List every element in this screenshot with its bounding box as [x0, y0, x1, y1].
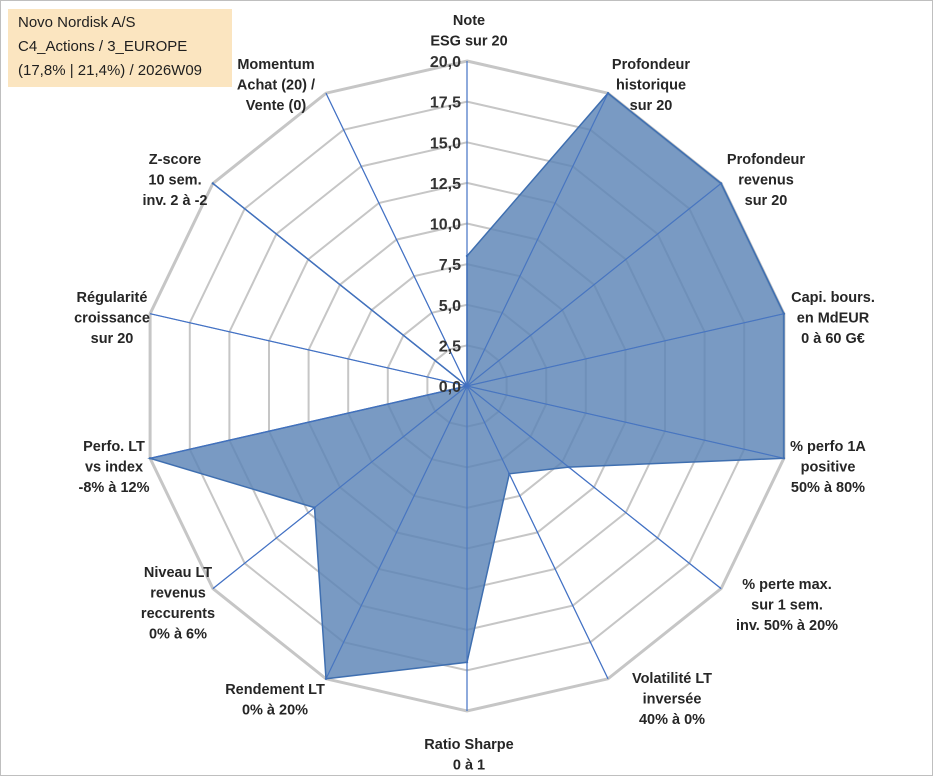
radial-tick-labels: 0,0 2,5 5,0 7,5 10,0 12,5 15,0 17,5 20,0 — [430, 54, 461, 396]
axis-label-line: Volatilité LT — [632, 671, 712, 687]
axis-spoke-overlay — [466, 385, 609, 680]
axis-label-line: historique — [616, 78, 686, 94]
axis-label-line: 0 à 60 G€ — [801, 331, 865, 347]
axis-label-line: 0 à 1 — [453, 758, 485, 774]
tick-label: 20,0 — [430, 54, 461, 71]
series-area — [147, 61, 786, 711]
axis-label: Ratio Sharpe 0 à 1 — [424, 737, 513, 774]
axis-spoke-overlay — [212, 385, 468, 589]
tick-label: 12,5 — [430, 176, 461, 193]
axis-label-line: % perfo 1A — [790, 439, 866, 455]
axis-spoke-overlay — [466, 385, 785, 459]
axis-label-line: Achat (20) / — [237, 78, 315, 94]
axis-label: Volatilité LT inversée 40% à 0% — [632, 671, 712, 728]
axis-spoke-overlay — [212, 183, 468, 387]
axis-spoke-overlay — [149, 313, 468, 387]
axis-label-line: 0% à 6% — [149, 627, 207, 643]
axis-label-line: ESG sur 20 — [430, 34, 507, 50]
axis-label: Rendement LT 0% à 20% — [225, 682, 325, 719]
tick-label: 0,0 — [439, 379, 461, 396]
axis-label-line: -8% à 12% — [79, 480, 150, 496]
axis-label: % perfo 1A positive 50% à 80% — [790, 439, 866, 496]
tick-label: 17,5 — [430, 95, 461, 112]
axis-label-line: en MdEUR — [797, 311, 870, 327]
axis-label-line: 0% à 20% — [242, 703, 308, 719]
axis-label: Profondeur historique sur 20 — [612, 57, 690, 114]
axis-label: Régularité croissance sur 20 — [74, 290, 150, 347]
axis-spoke-overlay — [149, 385, 468, 459]
axis-label-line: Ratio Sharpe — [424, 737, 513, 753]
axis-label-line: sur 20 — [745, 193, 788, 209]
axis-label: % perte max. sur 1 sem. inv. 50% à 20% — [736, 577, 838, 634]
axis-spoke-overlay — [466, 92, 609, 387]
axis-label-line: croissance — [74, 311, 150, 327]
info-box: Novo Nordisk A/S C4_Actions / 3_EUROPE (… — [8, 9, 232, 87]
axis-label-line: Profondeur — [612, 57, 690, 73]
axis-label-line: 10 sem. — [148, 173, 201, 189]
tick-label: 5,0 — [439, 298, 461, 315]
axis-label-line: 50% à 80% — [791, 480, 865, 496]
tick-label: 10,0 — [430, 217, 461, 234]
tick-label: 15,0 — [430, 135, 461, 152]
axis-label-line: sur 20 — [91, 331, 134, 347]
company-name: Novo Nordisk A/S — [18, 14, 136, 31]
axis-labels: Note ESG sur 20 Profondeur historique sur 20… — [74, 13, 875, 774]
axis-label-line: revenus — [738, 173, 794, 189]
axis-label-line: Régularité — [77, 290, 148, 306]
axis-spoke-overlay — [466, 183, 722, 387]
axis-label-line: sur 1 sem. — [751, 598, 823, 614]
axis-label: Momentum Achat (20) / Vente (0) — [237, 57, 315, 114]
axis-label-line: inversée — [643, 692, 702, 708]
axis-label-line: Vente (0) — [246, 98, 307, 114]
axis-spoke-overlay — [466, 313, 785, 387]
axis-label-line: inv. 2 à -2 — [142, 193, 207, 209]
performance-week: (17,8% | 21,4%) / 2026W09 — [18, 62, 202, 79]
axis-label-line: Momentum — [237, 57, 314, 73]
axis-label-line: Rendement LT — [225, 682, 325, 698]
axis-label-line: % perte max. — [742, 577, 831, 593]
tick-label: 7,5 — [439, 257, 461, 274]
axis-label-line: Perfo. LT — [83, 439, 145, 455]
tick-label: 2,5 — [439, 338, 461, 355]
axis-label-line: Capi. bours. — [791, 290, 875, 306]
axis-spoke-overlay — [466, 385, 722, 589]
axis-label-line: reccurents — [141, 606, 215, 622]
axis-label: Niveau LT revenus reccurents 0% à 6% — [141, 565, 215, 643]
axis-label-line: Profondeur — [727, 152, 805, 168]
axis-spoke-overlay — [325, 385, 468, 680]
axis-label-line: sur 20 — [630, 98, 673, 114]
axis-label-line: Note — [453, 13, 485, 29]
axis-label-line: revenus — [150, 586, 206, 602]
axis-label: Note ESG sur 20 — [430, 13, 507, 50]
portfolio-category: C4_Actions / 3_EUROPE — [18, 38, 188, 55]
axis-label-line: positive — [801, 460, 856, 476]
axis-spoke-overlay — [325, 92, 468, 387]
axis-label-line: vs index — [85, 460, 143, 476]
axis-label-line: Niveau LT — [144, 565, 212, 581]
axis-label: Capi. bours. en MdEUR 0 à 60 G€ — [791, 290, 875, 347]
axis-label-line: Z-score — [149, 152, 201, 168]
axis-label: Z-score 10 sem. inv. 2 à -2 — [142, 152, 207, 209]
axis-label: Profondeur revenus sur 20 — [727, 152, 805, 209]
axis-label: Perfo. LT vs index -8% à 12% — [79, 439, 150, 496]
axis-label-line: inv. 50% à 20% — [736, 618, 838, 634]
axis-label-line: 40% à 0% — [639, 712, 705, 728]
